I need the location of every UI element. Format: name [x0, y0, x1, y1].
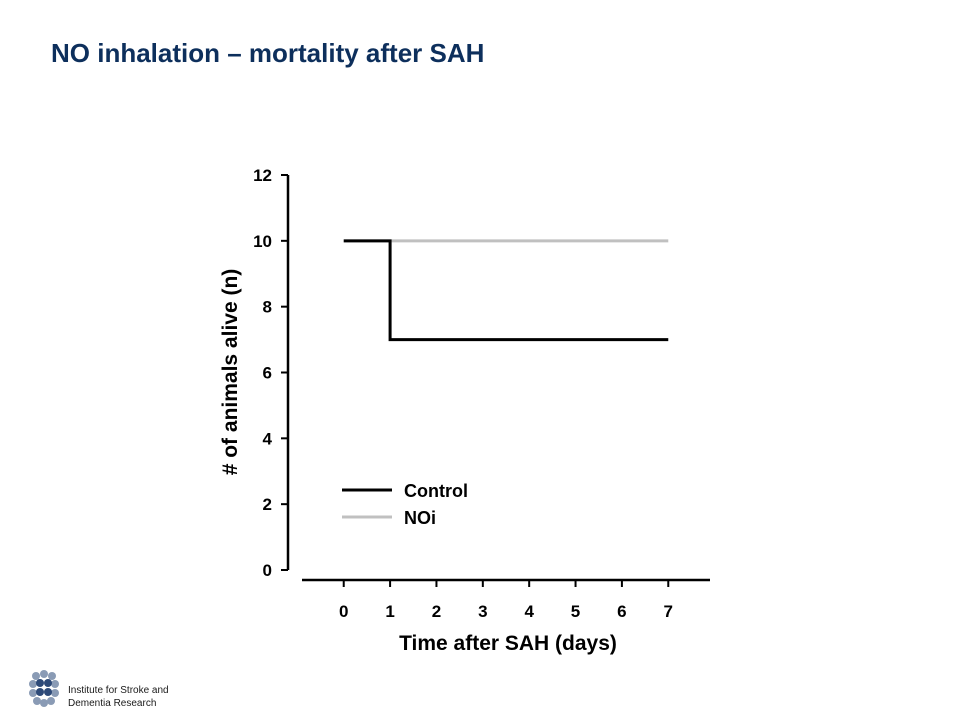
x-tick-label: 5	[571, 602, 580, 621]
x-tick-label: 0	[339, 602, 348, 621]
y-tick-label: 0	[263, 561, 272, 580]
x-tick-label: 1	[385, 602, 394, 621]
y-tick-label: 2	[263, 495, 272, 514]
series-layer	[343, 239, 669, 342]
x-tick-label: 3	[478, 602, 487, 621]
brain-icon	[29, 670, 59, 707]
x-tick-label: 7	[664, 602, 673, 621]
x-axis-label: Time after SAH (days)	[399, 632, 617, 655]
x-tick-label: 2	[432, 602, 441, 621]
institute-line-2: Dementia Research	[68, 698, 157, 709]
legend-label-control: Control	[404, 481, 468, 501]
institute-name: Institute for Stroke and Dementia Resear…	[68, 684, 169, 710]
institute-line-1: Institute for Stroke and	[68, 685, 169, 696]
y-axis: 0 2 4 6 8 10 12	[253, 166, 290, 580]
y-tick-label: 4	[263, 429, 273, 448]
y-tick-label: 8	[263, 298, 272, 317]
y-tick-label: 10	[253, 232, 272, 251]
legend-label-noi: NOi	[404, 508, 436, 528]
y-tick-label: 6	[263, 364, 272, 383]
x-axis: 0 1 2 3 4 5 6 7	[302, 578, 710, 621]
y-tick-label: 12	[253, 166, 272, 185]
x-tick-label: 4	[524, 602, 534, 621]
slide-title: NO inhalation – mortality after SAH	[51, 38, 485, 68]
y-axis-label: # of animals alive (n)	[219, 269, 242, 476]
x-tick-label: 6	[617, 602, 626, 621]
series-line-control	[343, 239, 669, 342]
legend: Control NOi	[342, 481, 468, 528]
